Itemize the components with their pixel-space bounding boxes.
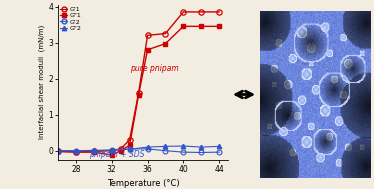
X-axis label: Temperature (°C): Temperature (°C) <box>107 179 180 188</box>
Text: pnipam + SDS: pnipam + SDS <box>89 150 145 159</box>
Legend: G'1, G"1, G'2, G"2: G'1, G"1, G'2, G"2 <box>59 6 82 32</box>
Y-axis label: Interfacial shear moduli  (mN/m): Interfacial shear moduli (mN/m) <box>39 25 46 139</box>
Text: pure pnipam: pure pnipam <box>130 64 178 73</box>
